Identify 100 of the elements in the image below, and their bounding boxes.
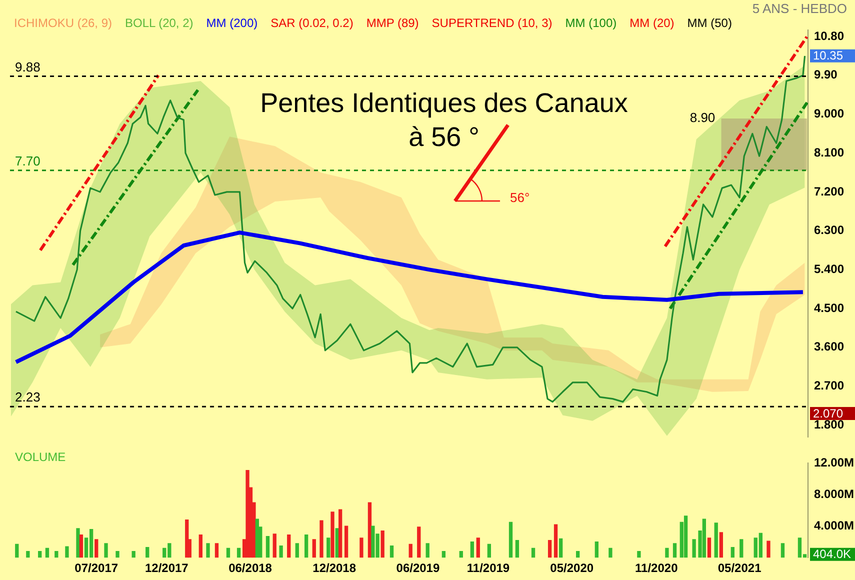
y-tick-label: 10.80 bbox=[814, 28, 844, 43]
legend-label: MM (100) bbox=[565, 16, 617, 30]
legend-label: BOLL (20, 2) bbox=[125, 16, 194, 30]
bar bbox=[576, 550, 580, 558]
bar bbox=[94, 539, 98, 558]
bar bbox=[54, 550, 58, 558]
bar bbox=[304, 534, 308, 558]
ref-line-label: 9.88 bbox=[15, 59, 40, 74]
bar bbox=[338, 509, 342, 558]
chart-subtitle: 5 ANS - HEBDO bbox=[752, 1, 847, 16]
bar bbox=[637, 550, 641, 558]
x-tick-label: 06/2018 bbox=[228, 561, 272, 576]
bar bbox=[198, 534, 202, 558]
bar bbox=[76, 528, 80, 558]
bar bbox=[390, 545, 394, 558]
x-tick-label: 11/2020 bbox=[635, 561, 678, 576]
y-tick-label: 2.700 bbox=[814, 378, 844, 393]
bar bbox=[442, 550, 446, 558]
bar bbox=[476, 538, 480, 558]
y-tick-label: 9.000 bbox=[814, 106, 844, 121]
bar bbox=[608, 548, 612, 558]
bar bbox=[380, 530, 384, 558]
annotation: 56° bbox=[510, 190, 530, 205]
bar bbox=[279, 545, 283, 558]
bar bbox=[344, 526, 348, 558]
y-tick-label: 9.90 bbox=[814, 68, 838, 82]
y-tick-label: 8.100 bbox=[814, 145, 844, 160]
chart-title: VOLUME bbox=[15, 450, 66, 464]
bar bbox=[272, 534, 276, 558]
bar bbox=[692, 539, 696, 558]
y-tick-label: 4.000M bbox=[814, 518, 854, 532]
x-tick-label: 07/2017 bbox=[74, 561, 118, 576]
bar bbox=[320, 520, 324, 558]
bar bbox=[79, 534, 84, 558]
y-tick-label: 3.600 bbox=[814, 340, 844, 354]
bar bbox=[326, 538, 330, 558]
bar bbox=[508, 522, 513, 558]
bar bbox=[65, 546, 69, 558]
annotation: 8.90 bbox=[690, 110, 716, 126]
bar bbox=[214, 543, 219, 558]
legend-label: ICHIMOKU (26, 9) bbox=[14, 16, 112, 30]
bar bbox=[707, 538, 712, 558]
bar bbox=[236, 548, 241, 558]
bar bbox=[312, 539, 316, 558]
legend-label: MMP (89) bbox=[366, 16, 419, 30]
legend-label: MM (50) bbox=[687, 16, 732, 30]
bar bbox=[554, 524, 558, 558]
bar bbox=[766, 540, 770, 558]
legend-label: SUPERTREND (10, 3) bbox=[432, 16, 552, 30]
y-tick-label: 8.000M bbox=[814, 486, 854, 501]
bar bbox=[594, 542, 598, 558]
text: MM (200) bbox=[206, 16, 258, 30]
bar bbox=[426, 543, 430, 558]
text: 10.35 bbox=[813, 48, 844, 63]
bar bbox=[287, 534, 291, 558]
bar bbox=[459, 550, 463, 558]
bar bbox=[45, 548, 50, 558]
ref-line-label: 7.70 bbox=[15, 153, 40, 168]
x-tick-label: 12/2018 bbox=[312, 561, 356, 576]
x-tick-label: 05/2021 bbox=[718, 561, 762, 576]
bar bbox=[417, 526, 421, 558]
y-tick-label: 6.300 bbox=[814, 223, 844, 238]
bar bbox=[548, 540, 552, 558]
x-tick-label: 06/2019 bbox=[396, 561, 440, 576]
bar bbox=[408, 544, 412, 558]
x-tick-label: 11/2019 bbox=[466, 561, 510, 576]
bar bbox=[702, 518, 706, 558]
bar bbox=[531, 548, 536, 558]
x-tick-label: 12/2017 bbox=[144, 561, 189, 576]
bar bbox=[116, 550, 120, 558]
bar bbox=[38, 550, 42, 558]
bar bbox=[15, 544, 19, 558]
bar bbox=[246, 470, 250, 558]
bar bbox=[146, 547, 150, 558]
bar bbox=[719, 532, 723, 558]
x-tick-label: 05/2020 bbox=[550, 561, 594, 576]
bar bbox=[295, 543, 299, 558]
bar bbox=[665, 548, 669, 558]
bar bbox=[780, 543, 785, 558]
bar bbox=[132, 550, 136, 558]
bar bbox=[740, 539, 744, 558]
bar bbox=[266, 536, 270, 558]
y-tick-label: 12.00M bbox=[814, 456, 854, 470]
bar bbox=[330, 512, 334, 558]
bar bbox=[226, 548, 230, 558]
bar bbox=[360, 538, 364, 558]
text: 404.0K bbox=[813, 547, 852, 562]
bar bbox=[672, 543, 677, 558]
text: Pentes Identiques des Canaux à 56 ° bbox=[259, 87, 629, 154]
bar bbox=[714, 522, 718, 558]
bar bbox=[487, 544, 491, 558]
legend-label: SAR (0.02, 0.2) bbox=[270, 16, 354, 30]
legend-label: MM (20) bbox=[630, 16, 674, 30]
bar bbox=[684, 516, 688, 558]
bar bbox=[559, 538, 563, 558]
y-tick-label: 5.400 bbox=[814, 262, 844, 276]
ref-line-label: 2.23 bbox=[15, 390, 40, 405]
bar bbox=[104, 543, 108, 558]
bar bbox=[470, 542, 474, 558]
y-tick-label: 4.500 bbox=[814, 300, 844, 315]
